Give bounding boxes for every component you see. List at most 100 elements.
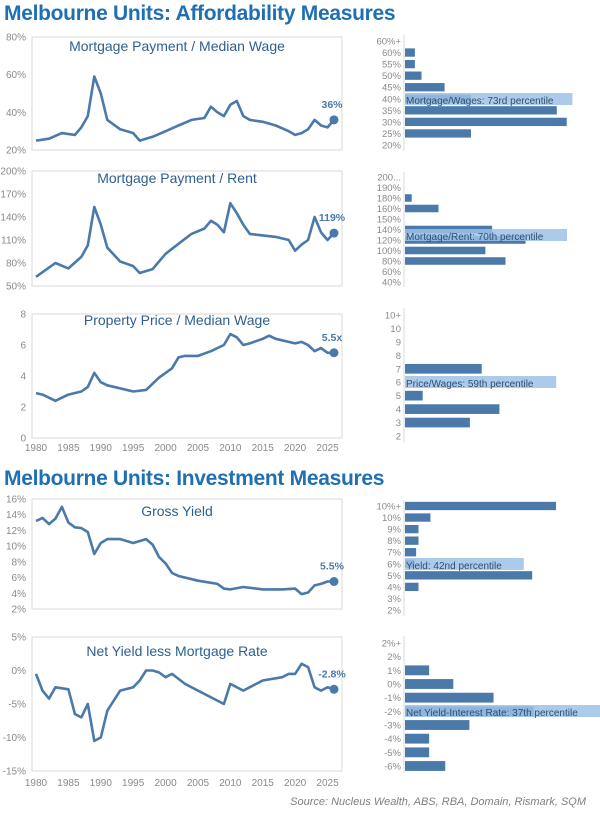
histogram-category-label: -4% [384,734,401,745]
x-tick-label: 1985 [57,443,80,454]
series-line [35,332,334,403]
x-tick-label: 2025 [316,443,339,454]
histogram-bar [405,747,430,758]
x-tick-label: 1995 [122,443,145,454]
histogram-bar [405,733,430,744]
histogram-category-label: 10 [390,324,401,335]
histogram-category-label: 80% [382,257,402,268]
plot-frame [31,36,343,151]
histogram-bar [405,246,486,255]
histogram-bar [405,194,412,202]
histogram-bar [405,571,533,580]
y-tick-label: -15% [3,767,26,778]
histogram-bar [405,665,430,676]
percentile-highlight [405,558,524,570]
y-tick-label: 140% [0,213,26,224]
y-tick-label: 10% [6,542,26,553]
histogram-category-label: 6 [396,378,401,389]
histogram-category-label: 190% [377,183,402,194]
histogram-bar [405,129,471,138]
histogram-bar [405,720,470,730]
histogram-category-label: 7% [387,548,401,559]
histogram-bar [405,524,419,534]
x-tick-label: 1990 [90,778,113,789]
plot-frame [31,313,343,439]
histogram-category-label: -2% [384,707,401,718]
histogram-bar [405,257,506,265]
end-value-label: 5.5% [320,561,345,573]
histogram-category-label: 6% [387,559,401,570]
histogram-2: 200...190%180%160%150%140%120%100%80%60%… [377,171,567,289]
x-tick-label: 2005 [187,443,210,454]
line-chart-4: 2% 4% 6% 8% 10% 12% 14% 16% Gross Yield 5.5% [6,495,345,616]
y-tick-label: 110% [1,236,26,247]
histogram-category-label: 60% [382,48,402,59]
histogram-category-label: 2%+ [382,639,402,650]
histogram-category-label: 9 [396,337,401,348]
histogram-category-label: 8 [396,351,401,362]
histogram-category-label: -3% [384,721,401,732]
histogram-bar [405,679,454,689]
chart-title: Mortgage Payment / Median Wage [69,38,285,54]
percentile-highlight [405,376,557,388]
histogram-category-label: 2 [396,432,401,443]
histogram-category-label: 55% [382,60,402,71]
x-tick-label: 2025 [316,778,339,789]
x-tick-label: 2020 [284,778,307,789]
histogram-bar [405,404,500,414]
x-tick-label: 1995 [122,778,145,789]
y-tick-label: 170% [0,190,26,201]
histogram-category-label: 60%+ [376,37,401,48]
histogram-category-label: 35% [382,106,402,117]
histogram-1: 60%+60%55%50%45%40%35%30%25%20% Mortgage/… [376,35,573,152]
histogram-category-label: 8% [387,536,401,547]
percentile-highlight [405,93,573,105]
histogram-bar [405,582,419,592]
histogram-category-label: 7 [396,364,401,375]
histogram-category-label: -1% [384,693,401,704]
x-tick-label: 2005 [187,778,210,789]
line-chart-3: 0 2 4 6 8 Property Price / Median Wage 5.5x 198… [20,310,343,454]
y-tick-label: 50% [6,282,26,293]
histogram-category-label: -6% [384,762,401,773]
series-line [35,201,335,278]
section-title-investment: Melbourne Units: Investment Measures [4,467,385,490]
plot-frame [31,170,343,287]
x-tick-label: 1980 [25,443,48,454]
histogram-category-label: 30% [382,117,402,128]
y-tick-label: 14% [6,510,26,521]
histogram-category-label: 10%+ [376,502,401,513]
end-point-marker [329,348,339,358]
histogram-category-label: 40% [382,94,402,105]
histogram-category-label: 4% [387,582,401,593]
x-tick-label: 2010 [219,778,242,789]
y-tick-label: 12% [6,526,26,537]
y-tick-label: -5% [8,700,26,711]
histogram-bar [405,417,470,428]
y-tick-label: 5% [12,633,27,644]
end-value-label: 5.5x [322,332,343,344]
line-chart-5: -15% -10% -5% 0% 5% Net Yield less Mortgage R… [3,633,347,790]
histogram-bar [405,548,417,557]
histogram-3: 10+ 10 9 8 7 6 5 4 3 2 Price/Wages: 59th percentil… [385,308,557,443]
histogram-category-label: 60% [382,267,402,278]
y-tick-label: 200% [0,167,26,178]
histogram-bar [405,83,445,92]
histogram-bar [405,48,415,57]
histogram-category-label: 140% [377,225,402,236]
y-tick-label: 16% [6,495,26,506]
end-point-marker [329,115,339,125]
percentile-highlight [405,229,567,241]
histogram-category-label: 3% [387,594,401,605]
histogram-bar [405,204,439,213]
end-point-marker [329,684,339,694]
section-title-affordability: Melbourne Units: Affordability Measures [4,2,396,25]
y-tick-label: 80% [6,259,26,270]
histogram-category-label: 10+ [385,311,402,322]
plot-frame [31,498,343,610]
end-value-label: -2.8% [318,668,346,680]
x-tick-label: 1980 [25,778,48,789]
histogram-bar [405,390,423,401]
series-line [35,75,335,142]
